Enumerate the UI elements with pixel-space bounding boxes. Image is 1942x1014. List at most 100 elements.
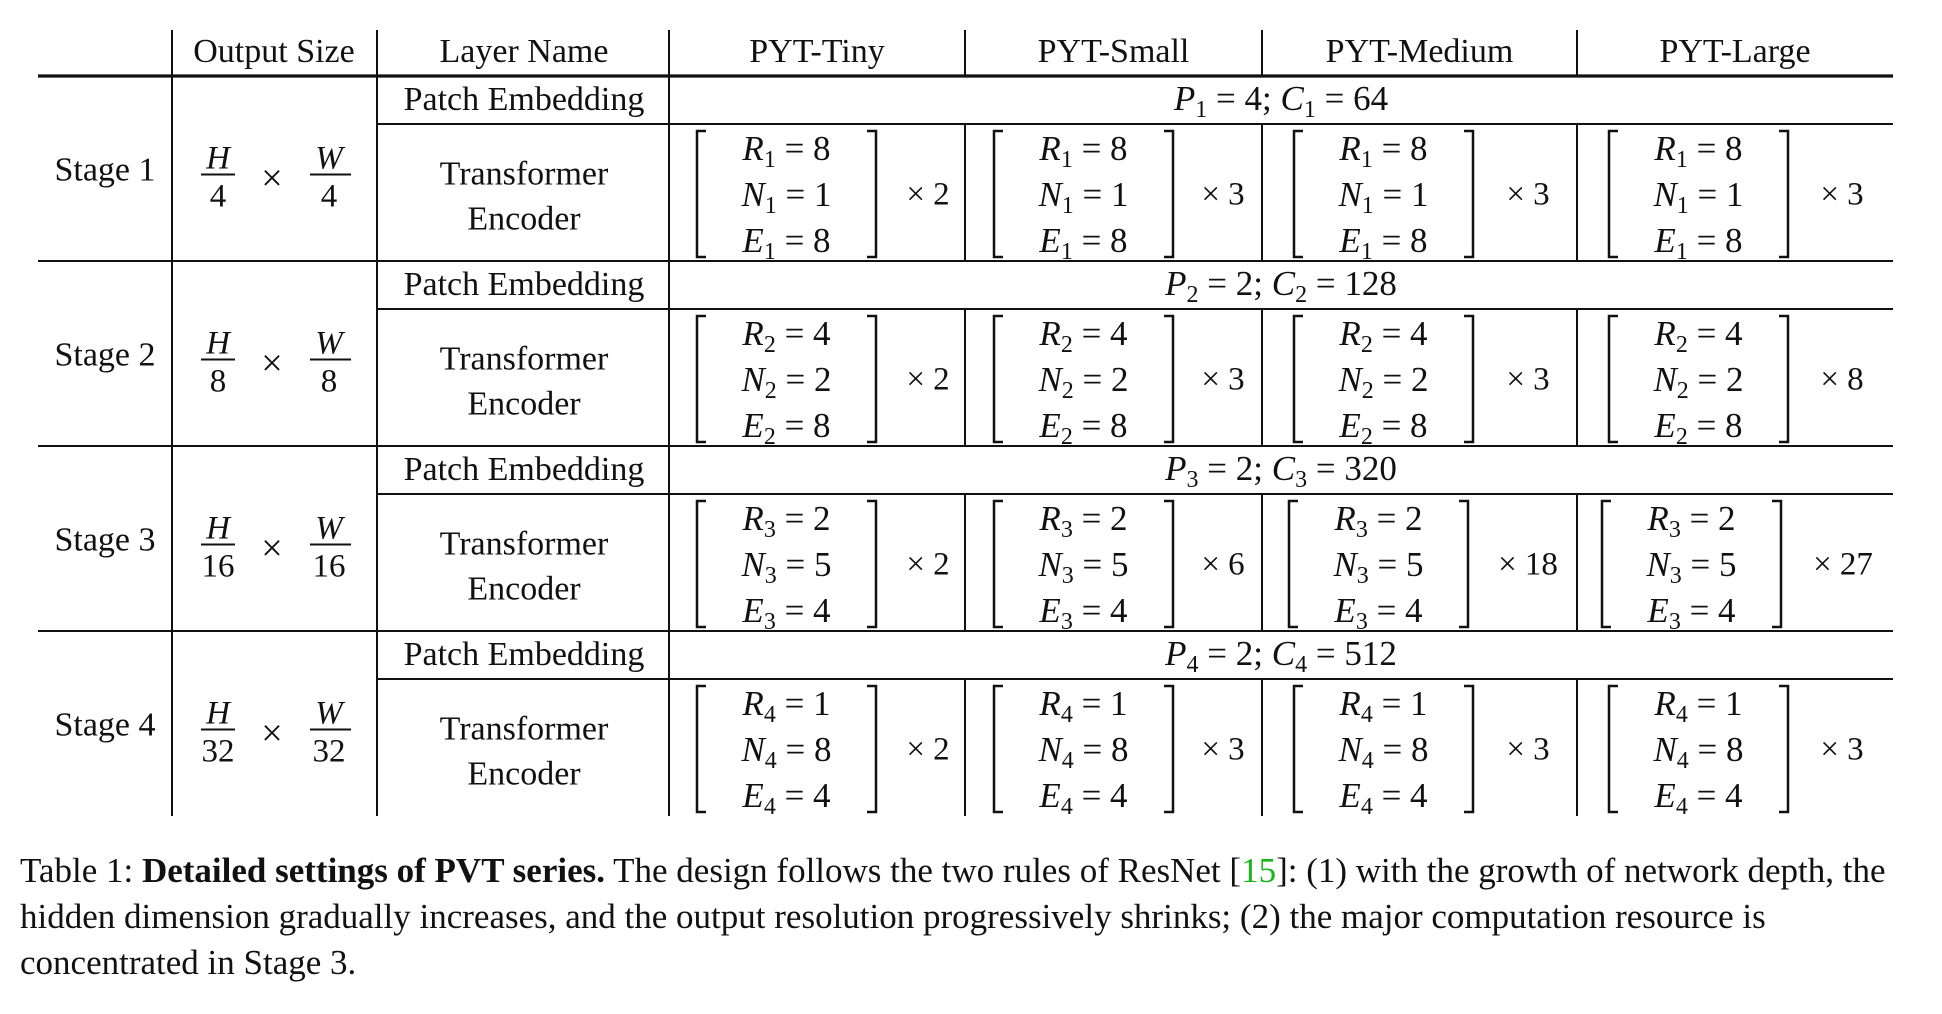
fraction-w-numerator: W <box>315 141 345 177</box>
param-value: = 4 <box>1681 591 1736 630</box>
param-symbol: E <box>741 406 763 445</box>
settings-table: Output Size Layer Name PYT-Tiny PYT-Small PY… <box>38 30 1893 820</box>
patch-embedding-params: P3 = 2; C3 = 320 <box>1164 449 1397 493</box>
encoder-param-e: E1 = 8 <box>1038 221 1127 265</box>
encoder-param-e: E2 = 8 <box>1338 406 1427 450</box>
param-value: = 8 <box>777 730 832 769</box>
param-subscript: 2 <box>1362 378 1374 404</box>
encoder-param-r: R3 = 2 <box>1333 499 1422 543</box>
param-symbol: N <box>1037 175 1063 214</box>
param-value: = 1 <box>1373 684 1428 723</box>
encoder-param-r: R3 = 2 <box>1038 499 1127 543</box>
repeat-multiplier: × 3 <box>1506 177 1549 213</box>
matrix-left-bracket <box>992 499 1003 629</box>
param-subscript: 1 <box>764 147 776 173</box>
fraction-h-denominator: 8 <box>210 364 227 400</box>
param-value: = 4 <box>776 591 831 630</box>
repeat-multiplier: × 2 <box>906 732 949 768</box>
patch-size-symbol: P <box>1164 634 1186 673</box>
param-value: = 4 <box>1073 776 1128 815</box>
param-subscript: 1 <box>1676 239 1688 265</box>
param-subscript: 2 <box>1361 424 1373 450</box>
patch-size-value: = 2; <box>1199 264 1263 303</box>
param-symbol: R <box>1333 499 1355 538</box>
repeat-multiplier: × 3 <box>1820 732 1863 768</box>
repeat-multiplier: × 27 <box>1813 547 1873 583</box>
param-value: = 2 <box>1374 360 1429 399</box>
patch-size-value: = 4; <box>1207 79 1271 118</box>
param-subscript: 1 <box>765 193 777 219</box>
param-value: = 8 <box>1688 406 1743 445</box>
stage-label: Stage 1 <box>54 152 155 189</box>
stage-label: Stage 4 <box>54 707 155 744</box>
encoder-param-r: R1 = 8 <box>1038 129 1127 173</box>
repeat-multiplier: × 3 <box>1506 732 1549 768</box>
encoder-param-e: E3 = 4 <box>741 591 830 635</box>
caption-text-start: The design follows the two rules of ResN… <box>613 851 1242 890</box>
header-model-4: PYT-Large <box>1659 33 1810 70</box>
param-symbol: R <box>741 684 763 723</box>
param-symbol: E <box>1338 221 1360 260</box>
encoder-param-e: E2 = 8 <box>1038 406 1127 450</box>
param-value: = 4 <box>1373 776 1428 815</box>
param-symbol: R <box>1653 314 1675 353</box>
param-subscript: 4 <box>1061 702 1073 728</box>
param-subscript: 4 <box>1677 748 1689 774</box>
fraction-h-numerator: H <box>205 141 232 177</box>
patch-embedding-label: Patch Embedding <box>404 451 645 488</box>
matrix-left-bracket <box>1292 129 1303 259</box>
header-output-size: Output Size <box>193 33 354 70</box>
param-symbol: N <box>740 360 766 399</box>
patch-size-value: = 2; <box>1199 634 1263 673</box>
param-value: = 2 <box>1681 499 1736 538</box>
param-subscript: 1 <box>1361 147 1373 173</box>
encoder-param-e: E1 = 8 <box>1653 221 1742 265</box>
param-subscript: 1 <box>1362 193 1374 219</box>
header-model-1: PYT-Tiny <box>749 33 884 70</box>
matrix-right-bracket <box>1164 684 1175 814</box>
param-symbol: R <box>741 499 763 538</box>
param-subscript: 3 <box>1061 609 1073 635</box>
encoder-param-e: E4 = 4 <box>1338 776 1427 820</box>
repeat-multiplier: × 6 <box>1201 547 1244 583</box>
param-symbol: N <box>740 730 766 769</box>
param-value: = 1 <box>777 175 832 214</box>
encoder-param-e: E4 = 4 <box>1653 776 1742 820</box>
param-subscript: 1 <box>764 239 776 265</box>
param-value: = 8 <box>1688 129 1743 168</box>
param-subscript: 1 <box>1061 239 1073 265</box>
param-subscript: 2 <box>764 332 776 358</box>
caption-reference-link[interactable]: 15 <box>1241 851 1277 890</box>
param-subscript: 3 <box>1356 609 1368 635</box>
matrix-right-bracket <box>867 499 878 629</box>
encoder-param-e: E3 = 4 <box>1038 591 1127 635</box>
param-subscript: 4 <box>1676 794 1688 820</box>
encoder-param-n: N3 = 5 <box>1037 545 1128 589</box>
matrix-right-bracket <box>1164 129 1175 259</box>
matrix-right-bracket <box>1464 684 1475 814</box>
encoder-param-n: N3 = 5 <box>1332 545 1423 589</box>
header-layer-name: Layer Name <box>440 33 609 70</box>
encoder-param-r: R4 = 1 <box>1653 684 1742 728</box>
param-symbol: N <box>1652 360 1678 399</box>
param-symbol: N <box>1037 545 1063 584</box>
times-sign: × <box>261 528 282 570</box>
param-value: = 5 <box>777 545 832 584</box>
param-subscript: 2 <box>1677 378 1689 404</box>
param-symbol: E <box>1038 221 1060 260</box>
encoder-param-n: N1 = 1 <box>1037 175 1128 219</box>
fraction-w-numerator: W <box>315 696 345 732</box>
param-symbol: E <box>1038 776 1060 815</box>
repeat-multiplier: × 2 <box>906 177 949 213</box>
param-symbol: R <box>1038 684 1060 723</box>
encoder-param-n: N2 = 2 <box>1037 360 1128 404</box>
param-value: = 8 <box>1374 730 1429 769</box>
channel-symbol: C <box>1263 449 1296 488</box>
param-subscript: 3 <box>1062 563 1074 589</box>
fraction-w-numerator: W <box>315 511 345 547</box>
header-model-3: PYT-Medium <box>1326 33 1514 70</box>
matrix-left-bracket <box>1292 314 1303 444</box>
param-value: = 4 <box>776 314 831 353</box>
patch-size-symbol: P <box>1173 79 1195 118</box>
param-subscript: 3 <box>765 563 777 589</box>
